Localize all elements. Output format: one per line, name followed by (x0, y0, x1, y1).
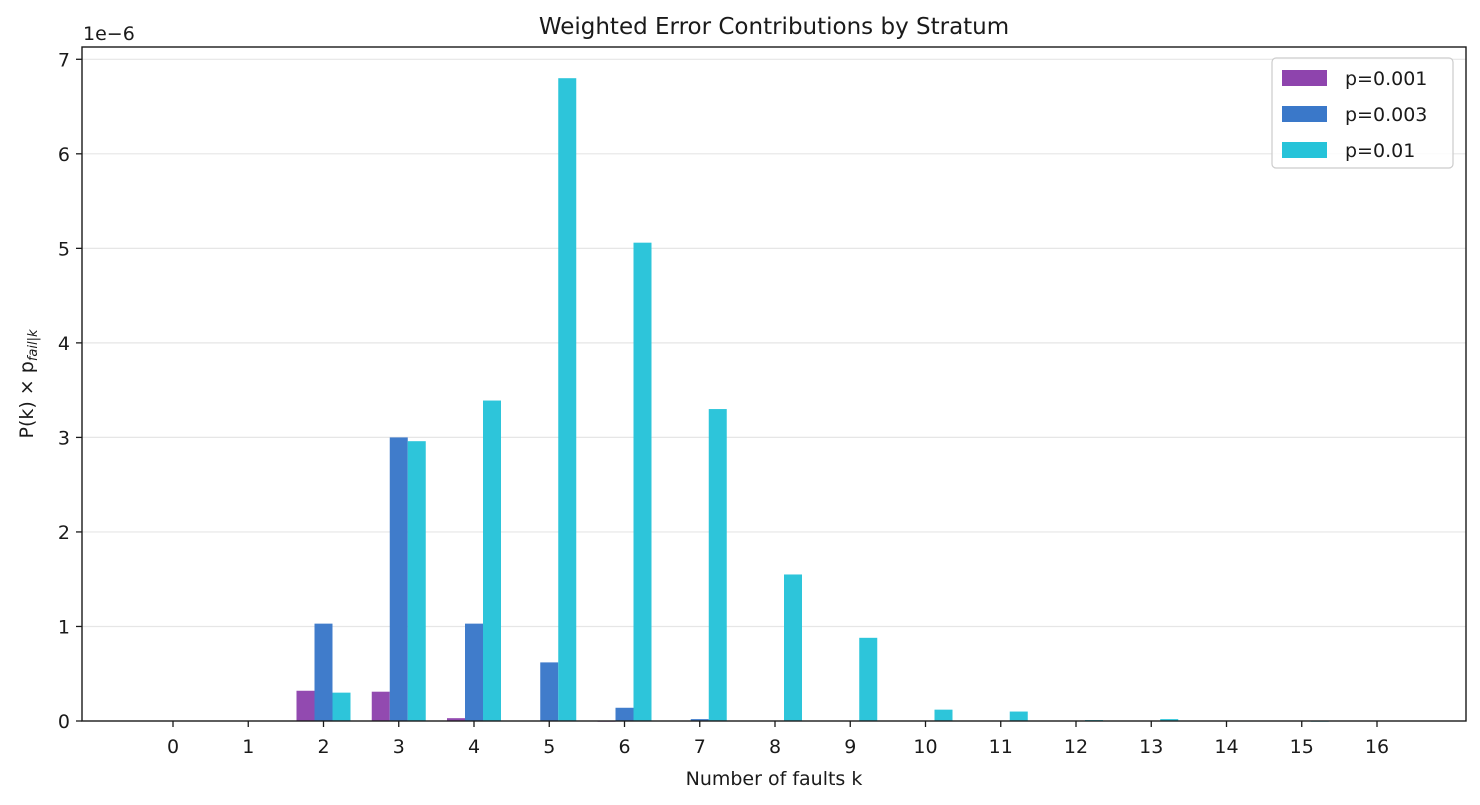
x-tick-label: 10 (913, 736, 937, 758)
x-tick-label: 14 (1214, 736, 1238, 758)
bar-series-1-k3 (389, 437, 408, 721)
y-axis-label: P(k) × pfail|k (16, 329, 41, 439)
bars (296, 78, 1329, 722)
legend: p=0.001 p=0.003 p=0.01 (1271, 57, 1454, 169)
y-tick-label: 4 (58, 333, 70, 355)
bar-series-0-k2 (296, 690, 315, 721)
y-tick-label: 6 (58, 144, 70, 166)
bar-series-2-k5 (558, 78, 577, 722)
x-tick-label: 9 (844, 736, 856, 758)
legend-label-2: p=0.01 (1345, 140, 1415, 162)
y-tick-label: 3 (58, 427, 70, 449)
y-offset-label: 1e−6 (83, 23, 135, 45)
legend-label-1: p=0.003 (1345, 104, 1427, 126)
grid (82, 58, 1466, 628)
x-axis-ticks: 0 1 2 3 4 5 6 7 8 9 10 11 12 13 14 15 16 (167, 721, 1389, 758)
x-tick-label: 6 (618, 736, 630, 758)
x-tick-label: 4 (468, 736, 480, 758)
bar-series-1-k7 (690, 719, 709, 721)
legend-swatch-1 (1282, 106, 1327, 122)
bar-series-2-k8 (784, 574, 802, 721)
legend-label-0: p=0.001 (1345, 68, 1427, 90)
x-tick-label: 16 (1365, 736, 1389, 758)
y-tick-label: 5 (58, 238, 70, 260)
x-tick-label: 1 (242, 736, 254, 758)
legend-swatch-0 (1282, 70, 1327, 86)
x-tick-label: 2 (317, 736, 329, 758)
x-tick-label: 8 (769, 736, 781, 758)
bar-series-2-k6 (633, 242, 652, 721)
bar-series-2-k13 (1160, 719, 1179, 721)
bar-series-2-k9 (859, 637, 878, 721)
x-axis-label: Number of faults k (686, 768, 863, 790)
plot-frame (81, 46, 1467, 722)
y-axis-label-main: P(k) × p (16, 361, 38, 438)
bar-series-2-k2 (332, 692, 351, 721)
bar-series-2-k3 (407, 441, 426, 721)
bar-series-1-k5 (540, 662, 559, 721)
x-tick-label: 3 (393, 736, 405, 758)
x-tick-label: 5 (543, 736, 555, 758)
bar-series-0-k4 (447, 718, 465, 721)
svg-text:P(k) × pfail|k: P(k) × pfail|k (16, 329, 41, 439)
y-axis-ticks: 0 1 2 3 4 5 6 7 (58, 49, 82, 733)
x-tick-label: 0 (167, 736, 179, 758)
x-tick-label: 7 (694, 736, 706, 758)
y-tick-label: 0 (58, 711, 70, 733)
bar-series-1-k2 (314, 623, 333, 721)
bar-series-2-k7 (708, 409, 727, 721)
x-tick-label: 13 (1139, 736, 1163, 758)
bar-series-2-k10 (934, 709, 953, 721)
bar-series-0-k3 (371, 691, 390, 721)
x-tick-label: 12 (1064, 736, 1088, 758)
y-tick-label: 7 (58, 49, 70, 71)
bar-series-2-k11 (1009, 711, 1028, 721)
y-tick-label: 2 (58, 522, 70, 544)
y-tick-label: 1 (58, 616, 70, 638)
x-tick-label: 11 (989, 736, 1013, 758)
bar-series-1-k4 (465, 623, 483, 721)
x-tick-label: 15 (1290, 736, 1314, 758)
bar-series-2-k4 (483, 400, 501, 721)
bar-series-1-k6 (615, 707, 634, 721)
y-axis-label-subscript: fail|k (26, 329, 41, 361)
legend-swatch-2 (1282, 142, 1327, 158)
chart-title: Weighted Error Contributions by Stratum (539, 14, 1009, 40)
